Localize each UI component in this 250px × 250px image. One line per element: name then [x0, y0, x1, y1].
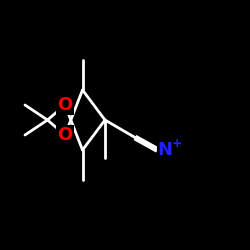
Text: O: O — [58, 96, 72, 114]
Text: N: N — [158, 141, 172, 159]
Text: +: + — [171, 137, 182, 150]
Text: O: O — [58, 126, 72, 144]
